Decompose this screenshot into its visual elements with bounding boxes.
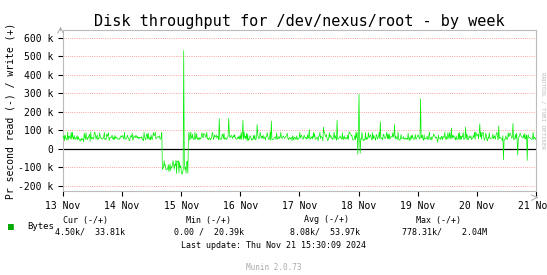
- Text: Cur (-/+): Cur (-/+): [63, 216, 108, 224]
- Text: 4.50k/  33.81k: 4.50k/ 33.81k: [55, 228, 125, 237]
- Text: 778.31k/    2.04M: 778.31k/ 2.04M: [402, 228, 487, 237]
- Text: Munin 2.0.73: Munin 2.0.73: [246, 263, 301, 272]
- Text: Avg (-/+): Avg (-/+): [304, 216, 348, 224]
- Text: ■: ■: [8, 222, 14, 232]
- Text: Min (-/+): Min (-/+): [186, 216, 231, 224]
- Text: Max (-/+): Max (-/+): [416, 216, 461, 224]
- Text: 8.08k/  53.97k: 8.08k/ 53.97k: [290, 228, 360, 237]
- Text: Last update: Thu Nov 21 15:30:09 2024: Last update: Thu Nov 21 15:30:09 2024: [181, 241, 366, 250]
- Title: Disk throughput for /dev/nexus/root - by week: Disk throughput for /dev/nexus/root - by…: [94, 14, 505, 29]
- Text: Bytes: Bytes: [27, 222, 54, 231]
- Text: 0.00 /  20.39k: 0.00 / 20.39k: [174, 228, 244, 237]
- Text: RRDTOOL / TOBI OETIKER: RRDTOOL / TOBI OETIKER: [541, 72, 546, 148]
- Y-axis label: Pr second read (-) / write (+): Pr second read (-) / write (+): [5, 23, 15, 199]
